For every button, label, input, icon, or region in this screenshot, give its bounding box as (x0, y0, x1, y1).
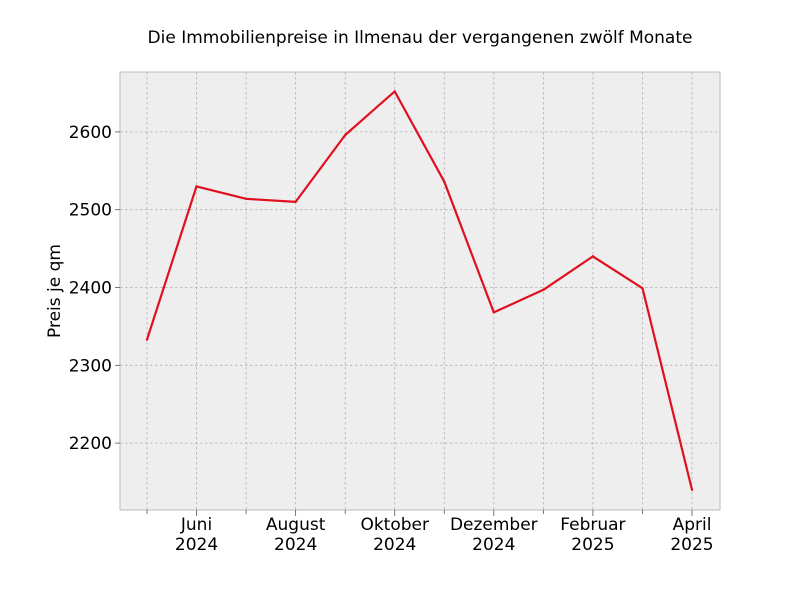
x-tick-label-year: 2024 (274, 535, 317, 555)
data-point (492, 311, 496, 314)
data-point (690, 488, 694, 491)
x-tick-label-year: 2025 (670, 535, 713, 555)
x-tick-label-month: August (266, 515, 326, 535)
y-axis-label: Preis je qm (45, 244, 65, 338)
x-tick-label-month: Oktober (360, 515, 429, 535)
y-tick-label: 2600 (69, 123, 112, 143)
plot-area (119, 71, 721, 511)
data-point (641, 287, 644, 290)
series-line (145, 90, 694, 491)
axis-ticks: 22002300240025002600Juni2024August2024Ok… (69, 123, 714, 555)
data-point (145, 338, 149, 341)
chart-title: Die Immobilienpreise in Ilmenau der verg… (148, 28, 693, 48)
y-tick-label: 2300 (69, 356, 112, 376)
gridlines (120, 72, 720, 510)
x-tick-label-month: Juni (180, 515, 212, 535)
data-point (244, 197, 248, 201)
y-tick-label: 2500 (69, 201, 112, 221)
x-tick-label-year: 2025 (571, 535, 614, 555)
data-point (195, 185, 198, 188)
data-point (591, 255, 595, 258)
x-tick-label-month: Dezember (450, 515, 538, 535)
data-point (343, 133, 347, 137)
y-tick-label: 2400 (69, 278, 112, 298)
series-group (145, 90, 694, 491)
data-point (294, 200, 297, 204)
x-tick-label-year: 2024 (373, 535, 416, 555)
x-tick-label-month: Februar (560, 515, 625, 535)
y-tick-label: 2200 (69, 434, 112, 454)
data-point (393, 90, 396, 93)
x-tick-label-year: 2024 (472, 535, 515, 555)
data-point (542, 288, 545, 292)
x-tick-label-month: April (673, 515, 712, 535)
x-tick-label-year: 2024 (175, 535, 218, 555)
data-point (443, 180, 446, 183)
